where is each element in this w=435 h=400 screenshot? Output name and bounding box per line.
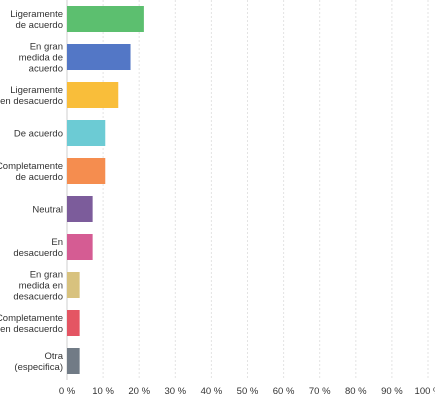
x-tick-labels: 0 % 10 % 20 % 30 % 40 % 50 % 60 % 70 % 80 % 90 % 1… — [59, 386, 435, 397]
bar — [67, 310, 80, 336]
bar — [67, 348, 80, 374]
category-label: Ligeramente de acuerdo — [10, 9, 63, 31]
bar — [67, 234, 93, 260]
bar-layer — [67, 6, 144, 374]
bar — [67, 120, 106, 146]
category-label: De acuerdo — [14, 129, 63, 140]
grid-layer — [66, 0, 429, 380]
x-tick-label: 50 % — [237, 386, 259, 397]
category-label: Otra (especifica) — [14, 351, 63, 373]
category-label: En gran medida de acuerdo — [19, 42, 63, 75]
x-tick-label: 80 % — [345, 386, 367, 397]
bar — [67, 44, 131, 70]
bar — [67, 6, 144, 32]
x-tick-label: 30 % — [164, 386, 186, 397]
x-tick-label: 20 % — [128, 386, 150, 397]
category-label: Completamente de acuerdo — [0, 161, 63, 183]
x-tick-label: 60 % — [273, 386, 295, 397]
category-label: Ligeramente en desacuerdo — [0, 85, 63, 107]
x-tick-label: 70 % — [309, 386, 331, 397]
x-tick-label: 90 % — [381, 386, 403, 397]
x-tick-label: 40 % — [201, 386, 223, 397]
bar — [67, 196, 93, 222]
x-tick-label: 100 % — [415, 386, 435, 397]
category-label: Completamente en desacuerdo — [0, 313, 63, 335]
bar — [67, 158, 106, 184]
category-label: En gran medida en desacuerdo — [13, 270, 63, 303]
bar — [67, 272, 80, 298]
x-tick-label: 0 % — [59, 386, 76, 397]
x-tick-label: 10 % — [92, 386, 114, 397]
category-label: En desacuerdo — [13, 237, 63, 259]
bar — [67, 82, 119, 108]
category-labels: Ligeramente de acuerdo En gran medida de acu… — [0, 9, 64, 373]
category-label: Neutral — [32, 205, 63, 216]
